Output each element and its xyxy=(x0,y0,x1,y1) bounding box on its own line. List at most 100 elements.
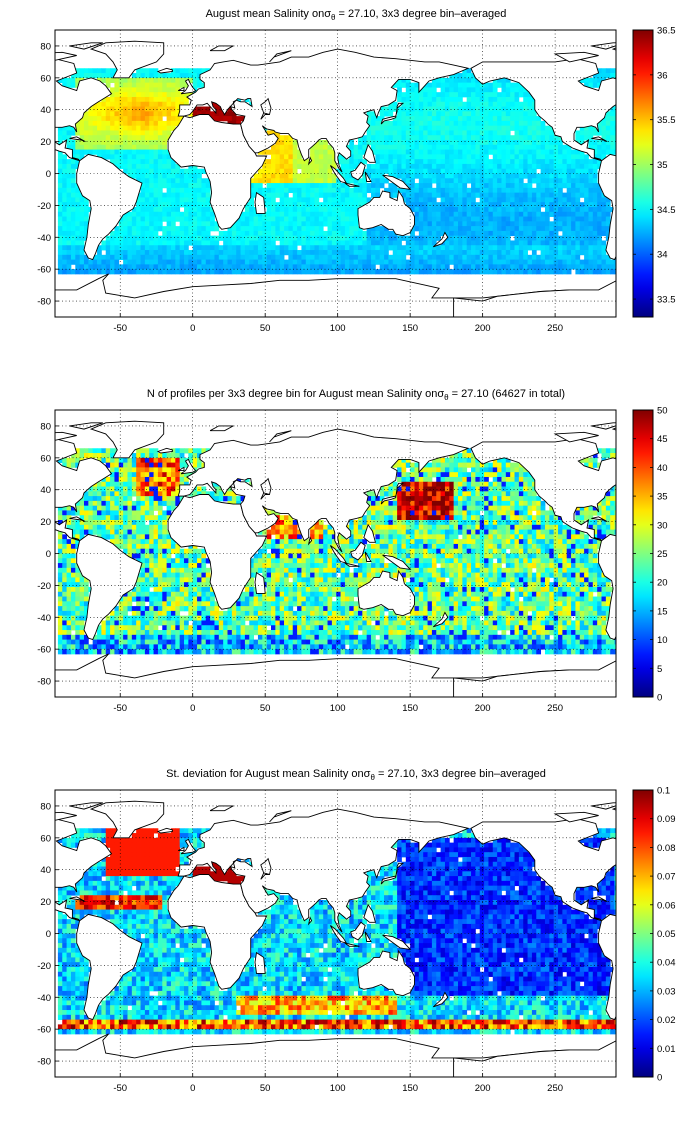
data-cell xyxy=(579,235,585,241)
data-cell xyxy=(70,140,76,146)
data-cell xyxy=(440,510,446,516)
data-cell xyxy=(279,140,285,146)
data-cell xyxy=(114,82,120,88)
data-cell xyxy=(610,259,615,265)
data-cell xyxy=(92,510,98,516)
data-cell xyxy=(157,240,163,246)
data-cell xyxy=(253,216,259,222)
data-cell xyxy=(388,481,394,487)
data-cell xyxy=(157,202,163,208)
data-cell xyxy=(270,264,276,270)
data-cell xyxy=(253,183,259,189)
data-cell xyxy=(301,178,307,184)
data-cell xyxy=(127,505,133,511)
data-cell xyxy=(166,87,172,93)
data-cell xyxy=(57,159,63,165)
data-cell xyxy=(79,259,85,265)
data-cell xyxy=(101,135,107,141)
data-cell xyxy=(575,510,581,516)
data-cell xyxy=(514,140,520,146)
data-cell xyxy=(75,510,81,516)
data-cell xyxy=(188,197,194,203)
data-cell xyxy=(531,135,537,141)
data-cell xyxy=(266,216,272,222)
data-cell xyxy=(431,211,437,217)
data-cell xyxy=(175,216,181,222)
data-cell xyxy=(501,159,507,165)
data-cell xyxy=(79,144,85,150)
data-cell xyxy=(405,235,411,241)
data-cell xyxy=(105,515,111,521)
data-cell xyxy=(240,235,246,241)
data-cell xyxy=(140,515,146,521)
data-cell xyxy=(388,235,394,241)
data-cell xyxy=(505,520,511,526)
data-cell xyxy=(427,520,433,526)
data-cell xyxy=(488,178,494,184)
data-cell xyxy=(127,264,133,270)
data-cell xyxy=(457,481,463,487)
data-cell xyxy=(101,245,107,251)
data-cell xyxy=(144,120,150,127)
data-cell xyxy=(118,230,124,237)
data-cell xyxy=(427,211,433,217)
data-cell xyxy=(66,259,72,265)
data-cell xyxy=(497,178,502,184)
data-cell xyxy=(431,226,437,232)
data-cell xyxy=(201,178,207,184)
data-cell xyxy=(566,254,572,260)
data-cell xyxy=(484,82,489,88)
data-cell xyxy=(497,154,502,160)
data-cell xyxy=(305,159,311,165)
data-cell xyxy=(479,269,485,275)
data-cell xyxy=(201,187,207,194)
data-cell xyxy=(114,235,120,241)
data-cell xyxy=(140,183,146,189)
data-cell xyxy=(357,269,363,275)
data-cell xyxy=(401,125,407,131)
data-cell xyxy=(275,206,281,213)
data-cell xyxy=(401,476,407,483)
data-cell xyxy=(501,206,507,213)
data-cell xyxy=(62,510,67,516)
data-cell xyxy=(227,250,233,256)
data-cell xyxy=(318,520,324,526)
data-cell xyxy=(462,178,468,184)
data-cell xyxy=(323,264,328,270)
data-cell xyxy=(401,120,407,127)
data-cell xyxy=(423,520,428,526)
data-cell xyxy=(401,486,407,492)
data-cell xyxy=(497,183,502,189)
data-cell xyxy=(97,486,102,492)
data-cell xyxy=(488,130,494,136)
data-cell xyxy=(305,192,311,198)
data-cell xyxy=(540,178,546,184)
data-cell xyxy=(288,202,294,208)
data-cell xyxy=(331,173,337,179)
coastline xyxy=(254,191,266,214)
data-cell xyxy=(162,520,168,526)
data-cell xyxy=(588,197,594,203)
data-cell xyxy=(349,216,355,222)
data-cell xyxy=(310,192,315,198)
data-cell xyxy=(592,264,598,270)
data-cell xyxy=(514,264,520,270)
data-cell xyxy=(57,520,63,526)
data-cell xyxy=(366,254,372,260)
data-cell xyxy=(192,230,198,237)
data-cell xyxy=(384,125,389,131)
data-cell xyxy=(353,178,359,184)
data-cell xyxy=(192,197,198,203)
data-cell xyxy=(153,202,159,208)
data-cell xyxy=(453,496,459,502)
data-cell xyxy=(188,73,194,79)
data-cell xyxy=(114,163,120,170)
data-cell xyxy=(144,92,150,98)
data-cell xyxy=(353,245,359,251)
data-cell xyxy=(197,68,202,74)
data-cell xyxy=(423,500,428,507)
data-cell xyxy=(605,202,611,208)
data-cell xyxy=(157,269,163,275)
data-cell xyxy=(170,111,176,117)
data-cell xyxy=(114,486,120,492)
